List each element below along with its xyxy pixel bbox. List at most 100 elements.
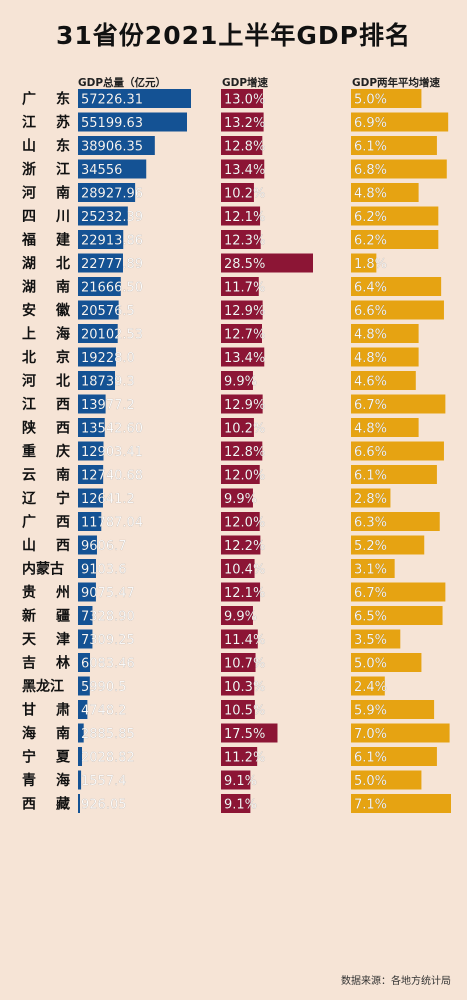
- avg-growth-bar: [351, 606, 443, 625]
- gdp-value-label: 6083.46: [81, 657, 135, 672]
- growth-bar: [221, 770, 251, 790]
- avg-growth-bar: [351, 136, 437, 155]
- avg-growth-value-label: 6.4%: [354, 281, 387, 296]
- gdp-bar: [78, 206, 128, 226]
- growth-bar: [221, 183, 254, 202]
- gdp-value-label: 9075.47: [81, 586, 135, 601]
- growth-value-label: 9.1%: [224, 798, 257, 813]
- avg-growth-bar: [351, 441, 444, 461]
- growth-bar: [221, 347, 265, 367]
- category-label: 福建: [21, 232, 70, 249]
- avg-growth-bar: [351, 277, 442, 296]
- category-label: 吉林: [22, 655, 70, 672]
- category-label: 江苏: [22, 114, 70, 131]
- category-label: 湖北: [22, 256, 70, 272]
- growth-bar: [221, 277, 259, 296]
- growth-value-label: 12.3%: [224, 234, 265, 249]
- growth-bar: [221, 653, 256, 672]
- growth-value-label: 9.1%: [224, 774, 257, 789]
- chart-title: 31省份2021上半年GDP排名: [56, 21, 411, 50]
- growth-value-label: 13.0%: [224, 93, 265, 108]
- category-label: 云南: [22, 467, 70, 484]
- gdp-bar: [78, 488, 103, 508]
- gdp-bar: [78, 136, 155, 155]
- gdp-bar: [78, 347, 116, 367]
- growth-bar: [221, 206, 261, 226]
- growth-bar: [221, 324, 262, 343]
- avg-growth-value-label: 6.5%: [354, 610, 387, 625]
- gdp-value-label: 21666.50: [81, 281, 143, 296]
- growth-value-label: 11.2%: [224, 751, 265, 766]
- growth-value-label: 9.9%: [224, 492, 257, 507]
- avg-growth-bar: [351, 183, 419, 202]
- data-source-note: 数据来源：各地方统计局: [341, 976, 451, 987]
- category-label: 贵州: [22, 584, 70, 601]
- gdp-value-label: 2885.85: [81, 727, 135, 742]
- gdp-value-label: 1557.4: [81, 774, 127, 789]
- avg-growth-bar: [351, 112, 449, 132]
- avg-growth-value-label: 2.8%: [354, 492, 387, 507]
- gdp-bar: [78, 277, 121, 296]
- growth-value-label: 13.4%: [224, 163, 265, 178]
- category-label: 广东: [22, 91, 70, 108]
- avg-growth-bar: [351, 230, 439, 249]
- avg-growth-value-label: 5.0%: [354, 774, 387, 789]
- gdp-value-label: 22777.89: [81, 257, 143, 272]
- avg-growth-bar: [351, 700, 435, 719]
- gdp-bar: [78, 89, 191, 108]
- gdp-value-label: 12740.68: [81, 469, 143, 484]
- growth-value-label: 12.8%: [224, 445, 265, 460]
- gdp-value-label: 55199.63: [81, 116, 143, 131]
- gdp-value-label: 13977.2: [81, 398, 135, 413]
- gdp-bar: [78, 770, 82, 790]
- category-label: 河北: [22, 373, 70, 390]
- column-header-gdp: GDP总量（亿元）: [78, 77, 167, 89]
- avg-growth-value-label: 3.5%: [354, 633, 387, 648]
- growth-value-label: 28.5%: [224, 257, 265, 272]
- avg-growth-value-label: 6.3%: [354, 516, 387, 531]
- avg-growth-bar: [351, 300, 444, 320]
- growth-value-label: 12.1%: [224, 210, 265, 225]
- avg-growth-value-label: 4.6%: [354, 375, 387, 390]
- growth-value-label: 10.2%: [224, 187, 265, 202]
- avg-growth-value-label: 5.2%: [354, 539, 387, 554]
- growth-bar: [221, 488, 253, 508]
- gdp-bar: [78, 253, 123, 273]
- category-label: 四川: [22, 209, 70, 225]
- avg-growth-bar: [351, 747, 437, 766]
- growth-bar: [221, 418, 254, 437]
- category-label: 江西: [22, 396, 70, 413]
- category-label: 天津: [22, 631, 70, 648]
- gdp-bar: [78, 512, 102, 531]
- avg-growth-value-label: 6.2%: [354, 210, 387, 225]
- category-label: 甘肃: [22, 702, 70, 719]
- growth-bar: [221, 300, 263, 320]
- category-label: 内蒙古: [22, 561, 64, 578]
- avg-growth-bar: [351, 159, 447, 179]
- gdp-value-label: 13542.60: [81, 422, 143, 437]
- gdp-value-label: 18739.3: [81, 375, 135, 390]
- growth-value-label: 11.7%: [224, 281, 265, 296]
- gdp-bar: [78, 465, 104, 484]
- growth-value-label: 12.9%: [224, 304, 265, 319]
- avg-growth-value-label: 5.9%: [354, 704, 387, 719]
- category-label: 重庆: [22, 443, 70, 460]
- avg-growth-bar: [351, 535, 425, 555]
- gdp-bar: [78, 794, 80, 813]
- avg-growth-value-label: 6.2%: [354, 234, 387, 249]
- growth-value-label: 11.4%: [224, 633, 265, 648]
- category-label: 宁夏: [22, 749, 71, 766]
- avg-growth-bar: [351, 794, 451, 813]
- column-header-avg-growth: GDP两年平均增速: [352, 77, 441, 89]
- gdp-bar: [78, 676, 90, 696]
- gdp-value-label: 2028.82: [81, 751, 135, 766]
- gdp-value-label: 38906.35: [81, 140, 143, 155]
- gdp-value-label: 926.05: [81, 798, 127, 813]
- growth-bar: [221, 747, 258, 766]
- gdp-bar: [78, 324, 118, 343]
- gdp-value-label: 20102.53: [81, 328, 143, 343]
- gdp-value-label: 25232.39: [81, 210, 143, 225]
- growth-value-label: 12.7%: [224, 328, 265, 343]
- avg-growth-value-label: 7.0%: [354, 727, 387, 742]
- avg-growth-bar: [351, 465, 437, 484]
